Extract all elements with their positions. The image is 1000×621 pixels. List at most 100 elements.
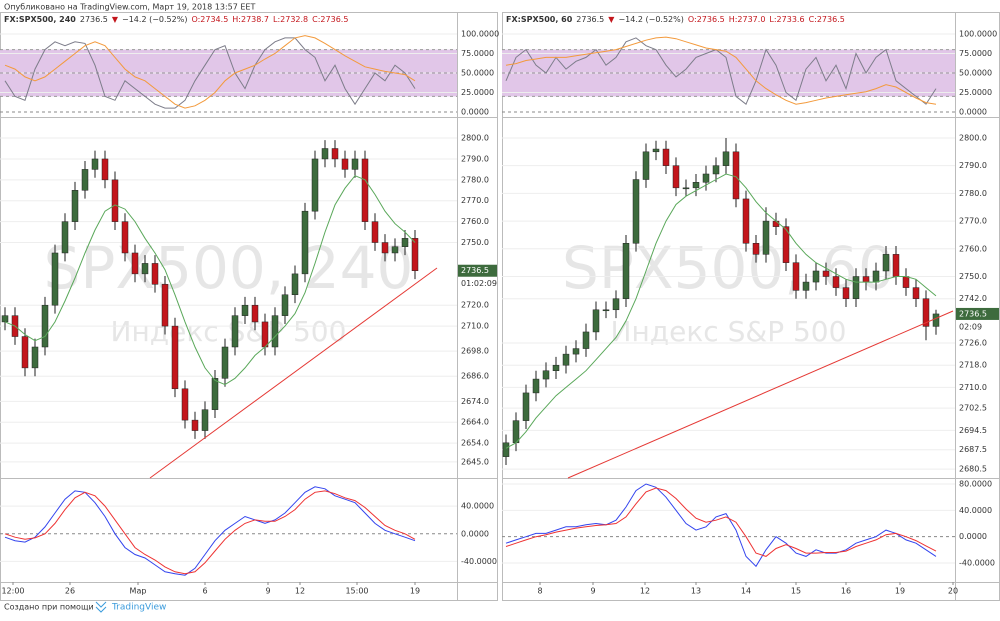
candle-body (131, 252, 139, 275)
candle-body (211, 378, 219, 410)
series-line (505, 173, 937, 449)
candle-body (662, 148, 670, 166)
y-tick-label: 100.0000 (461, 30, 499, 39)
countdown: 02:09 (959, 322, 982, 331)
y-tick-label: 2645.0 (461, 457, 489, 466)
candle-body (752, 243, 760, 255)
y-tick-label: 2694.5 (959, 426, 987, 435)
x-tick-label: 14 (741, 587, 751, 596)
price-label: 2736.5 (461, 266, 489, 275)
legend-value: L:2733.6 (769, 15, 804, 24)
candle-body (832, 276, 840, 288)
y-tick-label: 2710.0 (461, 322, 489, 331)
candle-body (371, 221, 379, 243)
candle-body (852, 276, 860, 299)
candle-body (341, 158, 349, 170)
y-tick-label: 2760.0 (461, 217, 489, 226)
series-line (4, 490, 416, 575)
candle-body (882, 254, 890, 272)
candle-body (742, 198, 750, 244)
x-tick-label: 16 (841, 587, 851, 596)
y-tick-label: 2718.0 (959, 361, 987, 370)
series-line (4, 486, 416, 576)
y-tick-label: 100.0000 (959, 30, 997, 39)
price-label-box (458, 264, 497, 277)
legend-value: ▼ (112, 15, 119, 24)
legend-value: ▼ (608, 15, 615, 24)
legend: FX:SPX500, 240 2736.5 ▼ −14.2 (−0.52%) O:273… (4, 15, 348, 24)
legend-value: O:2736.5 (688, 15, 725, 24)
candle-body (311, 158, 319, 212)
candle-body (592, 309, 600, 333)
y-tick-label: -40.0000 (959, 558, 995, 567)
y-tick-label: 80.0000 (959, 480, 992, 489)
candle-body (552, 364, 560, 371)
y-tick-label: 25.0000 (959, 88, 992, 97)
x-tick-label: 13 (691, 587, 701, 596)
x-tick-label: 9 (590, 587, 595, 596)
y-tick-label: 0.0000 (959, 108, 987, 117)
y-tick-label: 40.0000 (461, 502, 494, 511)
candle-body (201, 409, 209, 431)
legend-value: H:2738.7 (232, 15, 269, 24)
candle-body (572, 348, 580, 355)
candle-body (351, 158, 359, 170)
y-tick-label: 2664.0 (461, 418, 489, 427)
candle-body (802, 281, 810, 291)
candle-body (712, 165, 720, 175)
candle-body (702, 173, 710, 183)
candle-body (151, 263, 159, 285)
candle-body (81, 169, 89, 191)
y-tick-label: -40.0000 (461, 557, 497, 566)
candle-body (542, 370, 550, 380)
legend-title: FX:SPX500, 60 (506, 15, 573, 24)
candle-body (31, 346, 39, 369)
y-tick-label: 2750.0 (959, 272, 987, 281)
candle-body (652, 148, 660, 153)
candle-body (612, 298, 620, 311)
candle-body (271, 315, 279, 348)
countdown: 01:02:09 (461, 279, 497, 288)
candle-body (251, 304, 259, 323)
y-tick-label: 25.0000 (461, 88, 494, 97)
y-tick-label: 2687.5 (959, 445, 987, 454)
y-tick-label: 2680.5 (959, 465, 987, 474)
candle-body (331, 148, 339, 160)
x-tick-label: 12 (295, 587, 305, 596)
legend-value: −14.2 (−0.52%) (122, 15, 187, 24)
y-tick-label: 2780.0 (959, 189, 987, 198)
x-tick-label: 26 (65, 587, 75, 596)
candle-body (902, 276, 910, 288)
candle-body (301, 210, 309, 275)
candle-body (602, 309, 610, 312)
candle-body (772, 220, 780, 227)
candle-body (622, 243, 630, 299)
legend-value: C:2736.5 (312, 15, 348, 24)
candle-body (91, 158, 99, 170)
trend-line (149, 267, 438, 479)
y-tick-label: 50.0000 (959, 69, 992, 78)
y-tick-label: 2770.0 (959, 217, 987, 226)
candle-body (912, 287, 920, 299)
candle-body (762, 220, 770, 255)
candle-body (401, 238, 409, 247)
candle-body (892, 254, 900, 277)
candle-body (782, 226, 790, 263)
x-tick-label: 19 (410, 587, 420, 596)
candle-body (522, 392, 530, 421)
candle-body (732, 151, 740, 200)
legend-value: L:2732.8 (273, 15, 308, 24)
candle-body (682, 187, 690, 190)
candle-body (171, 325, 179, 390)
legend-value: 2736.5 (576, 15, 604, 24)
y-tick-label: 2702.5 (959, 404, 987, 413)
legend-value: 2736.5 (80, 15, 108, 24)
x-tick-label: 6 (202, 587, 207, 596)
x-tick-label: 19 (895, 587, 905, 596)
y-tick-label: 75.0000 (461, 49, 494, 58)
candle-body (111, 179, 119, 222)
footer-brand[interactable]: TradingView (111, 603, 166, 613)
watermark: Индекс S&P 500 (111, 315, 347, 348)
y-tick-label: 2726.0 (959, 339, 987, 348)
candle-body (61, 221, 69, 254)
